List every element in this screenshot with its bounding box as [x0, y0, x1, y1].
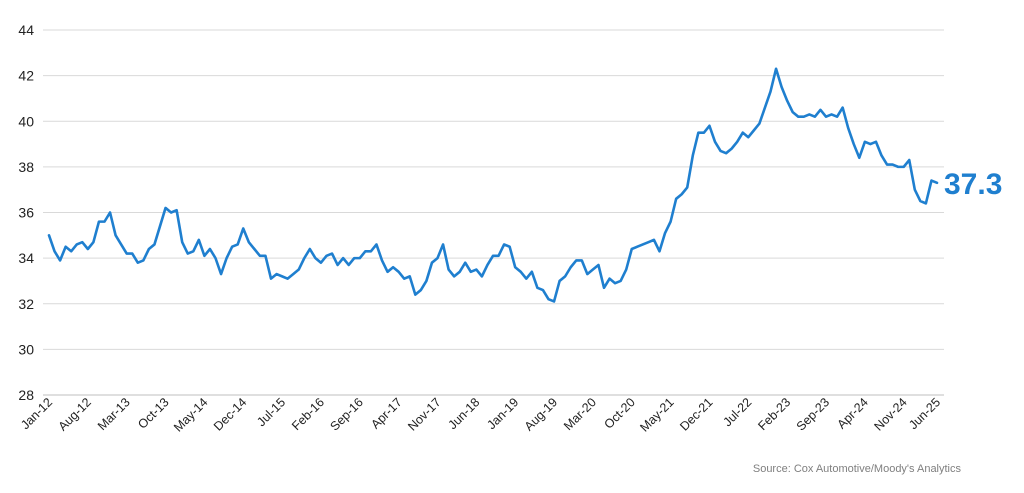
x-tick-label: Nov-24 — [871, 395, 909, 433]
x-tick-label: Sep-16 — [328, 395, 366, 433]
x-tick-label: Dec-14 — [211, 395, 249, 433]
x-tick-label: Jul-15 — [254, 395, 288, 429]
y-tick-label: 28 — [18, 387, 34, 403]
x-tick-label: Nov-17 — [405, 395, 443, 433]
x-tick-label: Apr-17 — [368, 395, 404, 431]
y-axis-tick-labels: 28 30 32 34 36 38 40 42 44 — [18, 22, 34, 403]
x-tick-label: May-21 — [637, 395, 676, 434]
end-value-label: 37.3 — [944, 168, 1002, 201]
x-tick-label: Jan-19 — [484, 395, 521, 432]
x-tick-label: May-14 — [171, 395, 210, 434]
x-tick-label: Aug-19 — [522, 395, 560, 433]
source-note: Source: Cox Automotive/Moody's Analytics — [752, 463, 961, 475]
x-tick-label: Jun-25 — [906, 395, 943, 432]
y-tick-label: 36 — [18, 205, 34, 221]
x-tick-label: Jun-18 — [446, 395, 483, 432]
x-tick-label: Jul-22 — [720, 395, 754, 429]
y-tick-label: 38 — [18, 159, 34, 175]
x-tick-label: Feb-16 — [289, 395, 327, 433]
gridlines — [43, 29, 944, 396]
x-tick-label: Mar-13 — [95, 395, 133, 433]
x-axis-tick-labels: Jan-12 Aug-12 Mar-13 Oct-13 May-14 Dec-14 Jul-… — [18, 395, 943, 434]
x-tick-label: Oct-13 — [135, 395, 171, 431]
x-tick-label: Aug-12 — [56, 395, 94, 433]
y-tick-label: 40 — [18, 113, 34, 129]
x-tick-label: Sep-23 — [794, 395, 832, 433]
x-tick-label: Apr-24 — [835, 395, 871, 431]
x-tick-label: Dec-21 — [677, 395, 715, 433]
series-line — [47, 67, 939, 303]
y-tick-label: 44 — [18, 22, 34, 38]
x-tick-label: Mar-20 — [561, 395, 599, 433]
y-tick-label: 34 — [18, 250, 34, 266]
y-tick-label: 42 — [18, 68, 34, 84]
x-tick-label: Oct-20 — [601, 395, 637, 431]
x-tick-label: Feb-23 — [755, 395, 793, 433]
y-tick-label: 32 — [18, 296, 34, 312]
y-tick-label: 30 — [18, 341, 34, 357]
